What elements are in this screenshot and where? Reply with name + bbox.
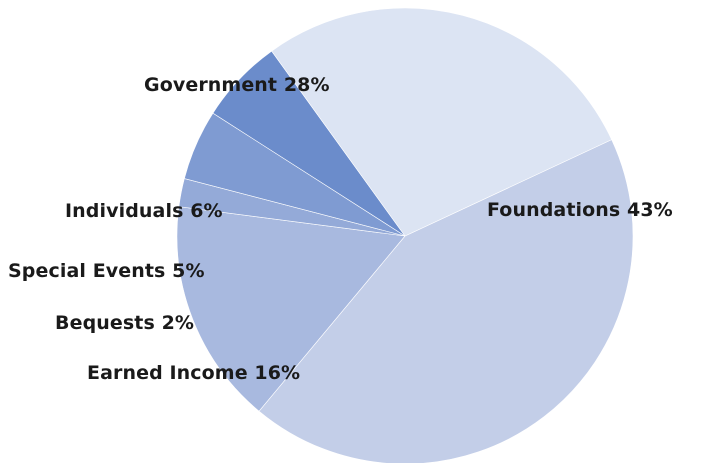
slice-foundations <box>258 139 634 463</box>
label-special-events: Special Events 5% <box>8 260 205 282</box>
slice-earned-income <box>176 206 406 412</box>
label-government: Government 28% <box>144 74 330 96</box>
label-individuals: Individuals 6% <box>65 200 223 222</box>
label-foundations: Foundations 43% <box>487 199 673 221</box>
slice-government <box>271 7 613 237</box>
label-earned-income: Earned Income 16% <box>87 362 301 384</box>
label-bequests: Bequests 2% <box>55 312 195 334</box>
